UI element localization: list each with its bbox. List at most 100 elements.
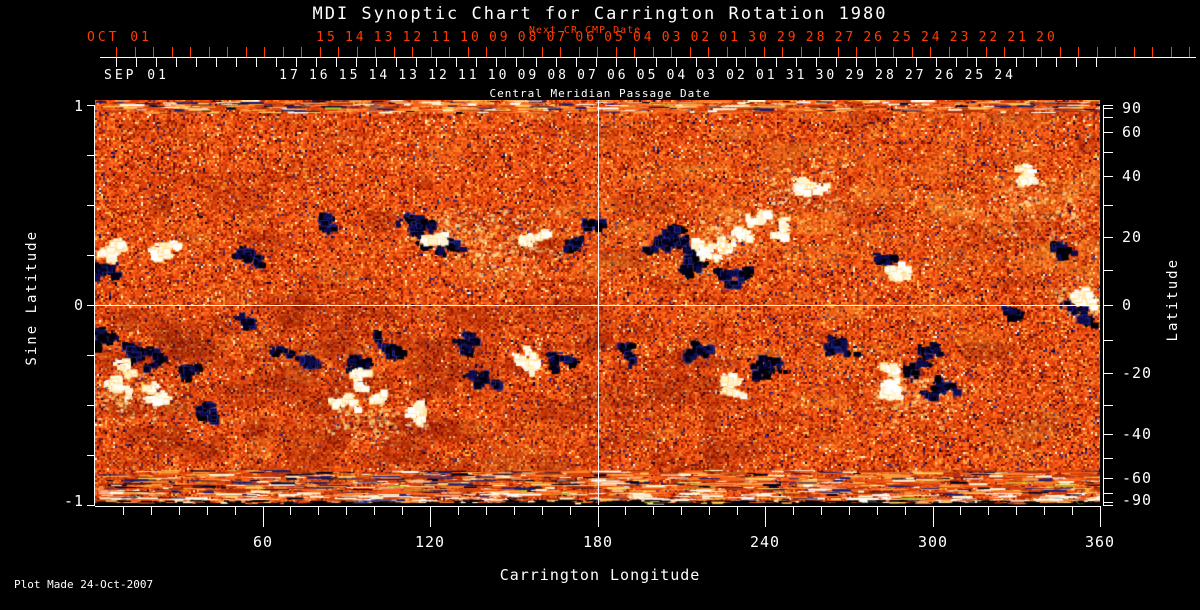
next-cr-day-tick [227,47,228,57]
next-cr-day-tick [357,47,358,57]
next-cr-day-tick [283,47,284,57]
cmp-day-tick [496,58,497,67]
longitude-tick [151,507,152,515]
longitude-tick [207,507,208,515]
cmp-day-tick [356,58,357,67]
cmp-date-label: 13 [398,68,421,83]
cmp-day-tick [616,58,617,67]
longitude-tick [374,507,375,515]
cmp-date-label: 14 [368,68,391,83]
next-cr-date-label: 13 [373,30,396,45]
next-cr-date-label: 09 [488,30,511,45]
sine-latitude-tick [87,105,95,106]
next-cr-day-tick [856,47,857,57]
longitude-tick [514,507,515,515]
sine-latitude-tick [87,205,95,206]
cmp-axis-line [100,57,1196,58]
next-cr-day-tick [986,47,987,57]
cmp-date-label: 27 [904,68,927,83]
longitude-tick [877,507,878,515]
longitude-tick [765,507,766,527]
sine-latitude-tick [87,505,95,506]
next-cr-day-tick [949,47,950,57]
sine-latitude-tick [87,255,95,256]
next-cr-day-tick [190,47,191,57]
next-cr-day-tick [671,47,672,57]
cmp-day-tick [956,58,957,67]
next-cr-day-tick [1041,47,1042,57]
next-cr-day-tick [264,47,265,57]
cmp-day-tick [556,58,557,67]
cmp-date-label: 25 [964,68,987,83]
cmp-day-tick [156,58,157,67]
longitude-tick [458,507,459,515]
next-cr-day-tick [431,47,432,57]
longitude-tick-label: 120 [414,533,446,551]
cmp-day-tick [896,58,897,67]
longitude-tick [625,507,626,515]
cmp-date-label: 31 [785,68,808,83]
longitude-tick [821,507,822,515]
next-cr-date-label: 27 [834,30,857,45]
next-cr-day-tick [801,47,802,57]
latitude-tick [1104,132,1113,133]
latitude-tick-label: -20 [1122,364,1153,383]
next-cr-first-date-label: OCT 01 [87,30,152,45]
next-cr-date-label: 22 [978,30,1001,45]
cmp-day-tick [176,58,177,67]
cmp-day-tick [1016,58,1017,67]
next-cr-date-label: 04 [632,30,655,45]
next-cr-day-tick [597,47,598,57]
cmp-day-tick [816,58,817,67]
cmp-date-label: 11 [457,68,480,83]
next-cr-day-tick [1171,47,1172,57]
longitude-tick [1100,507,1101,527]
longitude-tick-label: 180 [582,533,614,551]
next-cr-day-tick [838,47,839,57]
cmp-day-tick [716,58,717,67]
sine-latitude-axis-title: Sine Latitude [24,230,40,366]
next-cr-day-tick [875,47,876,57]
next-cr-day-tick [893,47,894,57]
latitude-tick [1104,176,1113,177]
cmp-day-tick [1036,58,1037,67]
longitude-tick [179,507,180,515]
next-cr-day-tick [338,47,339,57]
cmp-date-label: 30 [815,68,838,83]
longitude-tick [988,507,989,515]
next-cr-day-tick [116,47,117,57]
next-cr-day-tick [505,47,506,57]
latitude-axis-line [1103,105,1104,506]
cmp-day-tick [996,58,997,67]
longitude-tick [933,507,934,527]
latitude-axis-title: Latitude [1165,258,1181,342]
cmp-day-tick [276,58,277,67]
latitude-tick [1104,270,1113,271]
next-cr-date-label: 20 [1036,30,1058,45]
longitude-tick-label: 360 [1084,533,1116,551]
latitude-tick [1104,373,1113,374]
cmp-day-tick [116,58,117,67]
cmp-day-tick [736,58,737,67]
cmp-date-label: 03 [696,68,719,83]
next-cr-day-tick [634,47,635,57]
longitude-axis-title: Carrington Longitude [499,566,701,584]
next-cr-day-tick [708,47,709,57]
next-cr-day-tick [153,47,154,57]
sine-latitude-tick [87,405,95,406]
longitude-tick [960,507,961,515]
next-cr-day-tick [653,47,654,57]
next-cr-date-label: 07 [546,30,569,45]
latitude-tick-label: 0 [1122,296,1133,314]
sine-latitude-tick-label: -1 [63,492,84,510]
latitude-tick [1104,237,1113,238]
cmp-day-tick [1056,58,1057,67]
next-cr-day-tick [135,47,136,57]
longitude-tick [123,507,124,515]
next-cr-date-label: 25 [892,30,914,45]
next-cr-day-tick [727,47,728,57]
longitude-tick-label: 240 [749,533,781,551]
longitude-tick-label: 300 [917,533,949,551]
cmp-day-tick [536,58,537,67]
